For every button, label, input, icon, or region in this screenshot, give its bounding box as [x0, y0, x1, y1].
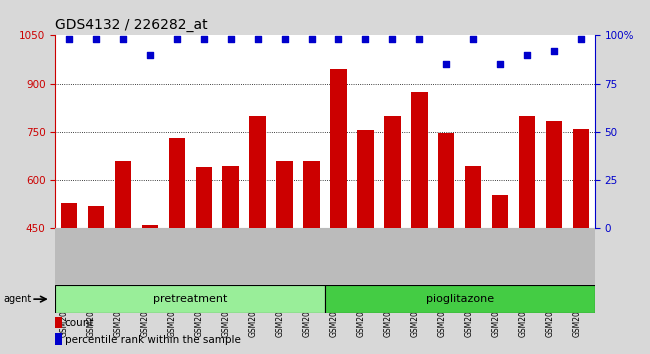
Bar: [330, 69, 346, 354]
Bar: [384, 116, 400, 354]
Bar: [55, 333, 62, 345]
Point: [549, 48, 560, 54]
Point: [414, 36, 424, 42]
Bar: [465, 166, 482, 354]
Point: [280, 36, 290, 42]
Point: [90, 36, 101, 42]
Point: [252, 36, 263, 42]
Text: GDS4132 / 226282_at: GDS4132 / 226282_at: [55, 18, 208, 32]
Text: pioglitazone: pioglitazone: [426, 294, 494, 304]
Point: [495, 62, 506, 67]
Point: [441, 62, 452, 67]
Text: count: count: [65, 318, 94, 328]
Point: [387, 36, 398, 42]
Bar: [519, 116, 536, 354]
Point: [360, 36, 370, 42]
Point: [64, 36, 74, 42]
Bar: [325, 285, 595, 313]
Bar: [250, 116, 266, 354]
Bar: [573, 129, 590, 354]
Point: [144, 52, 155, 57]
Point: [118, 36, 128, 42]
Bar: [276, 161, 292, 354]
Bar: [196, 167, 212, 354]
Bar: [438, 133, 454, 354]
Bar: [114, 161, 131, 354]
Bar: [168, 138, 185, 354]
Point: [576, 36, 586, 42]
Bar: [142, 225, 158, 354]
Bar: [358, 130, 374, 354]
Bar: [222, 166, 239, 354]
Point: [198, 36, 209, 42]
Point: [468, 36, 478, 42]
Point: [522, 52, 532, 57]
Text: agent: agent: [3, 294, 31, 304]
Point: [172, 36, 182, 42]
Bar: [304, 161, 320, 354]
Bar: [60, 202, 77, 354]
Bar: [546, 121, 562, 354]
Bar: [88, 206, 104, 354]
Text: percentile rank within the sample: percentile rank within the sample: [65, 335, 240, 344]
Bar: [492, 195, 508, 354]
Text: pretreatment: pretreatment: [153, 294, 228, 304]
Bar: [55, 316, 62, 329]
Point: [333, 36, 344, 42]
Bar: [411, 92, 428, 354]
Point: [306, 36, 317, 42]
Point: [226, 36, 236, 42]
Bar: [55, 285, 325, 313]
